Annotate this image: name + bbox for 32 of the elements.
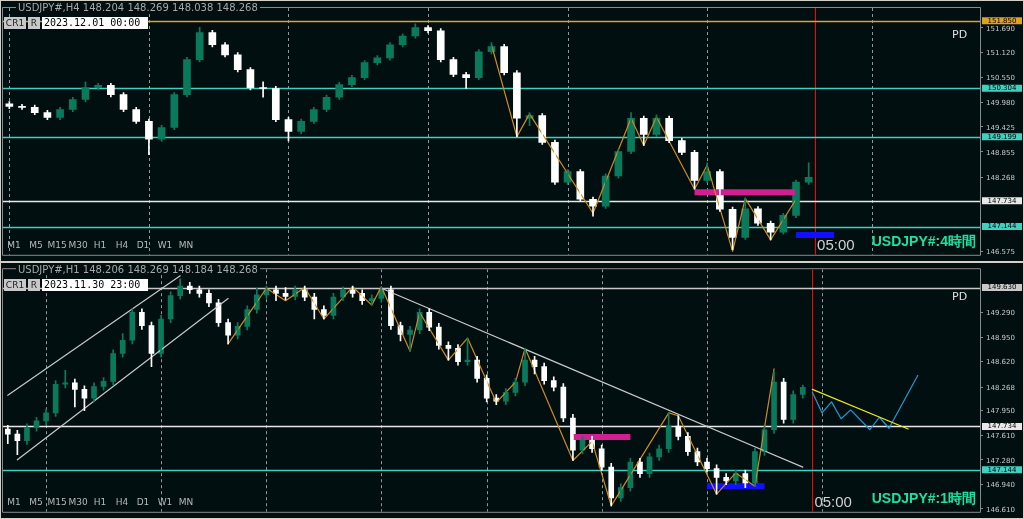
annotation: M15 <box>46 240 68 250</box>
annotation: 05:00 <box>817 236 855 254</box>
annotation: W1 <box>156 497 174 507</box>
annotation: M30 <box>67 240 89 250</box>
annotation: H4 <box>114 240 130 250</box>
annotation: H4 <box>114 497 130 507</box>
annotation: CR1 <box>4 279 26 291</box>
annotation: R <box>28 279 40 291</box>
chart-title: USDJPY#,H1 148.206 148.269 148.184 148.268 <box>16 264 260 275</box>
annotation: R <box>28 17 40 29</box>
annotation: 2023.12.01 00:00 <box>42 17 148 29</box>
annotation: D1 <box>135 497 151 507</box>
annotation: W1 <box>156 240 174 250</box>
annotation: PD <box>952 28 968 41</box>
annotation: CR1 <box>4 17 26 29</box>
annotation: PD <box>952 290 968 303</box>
annotation: 2023.11.30 23:00 <box>42 279 148 291</box>
annotation: M5 <box>28 240 44 250</box>
annotation: USDJPY#:1時間 <box>871 490 976 508</box>
annotation: 05:00 <box>814 493 852 511</box>
annotation: MN <box>177 497 195 507</box>
annotation: M15 <box>46 497 68 507</box>
annotation: MN <box>177 240 195 250</box>
annotation: M1 <box>6 240 22 250</box>
annotation: M30 <box>67 497 89 507</box>
annotation: USDJPY#:4時間 <box>871 233 976 251</box>
annotation: H1 <box>92 497 108 507</box>
annotation: M1 <box>6 497 22 507</box>
annotation: D1 <box>135 240 151 250</box>
chart-title: USDJPY#,H4 148.204 148.269 148.038 148.268 <box>16 2 260 13</box>
annotation: M5 <box>28 497 44 507</box>
annotation: H1 <box>92 240 108 250</box>
